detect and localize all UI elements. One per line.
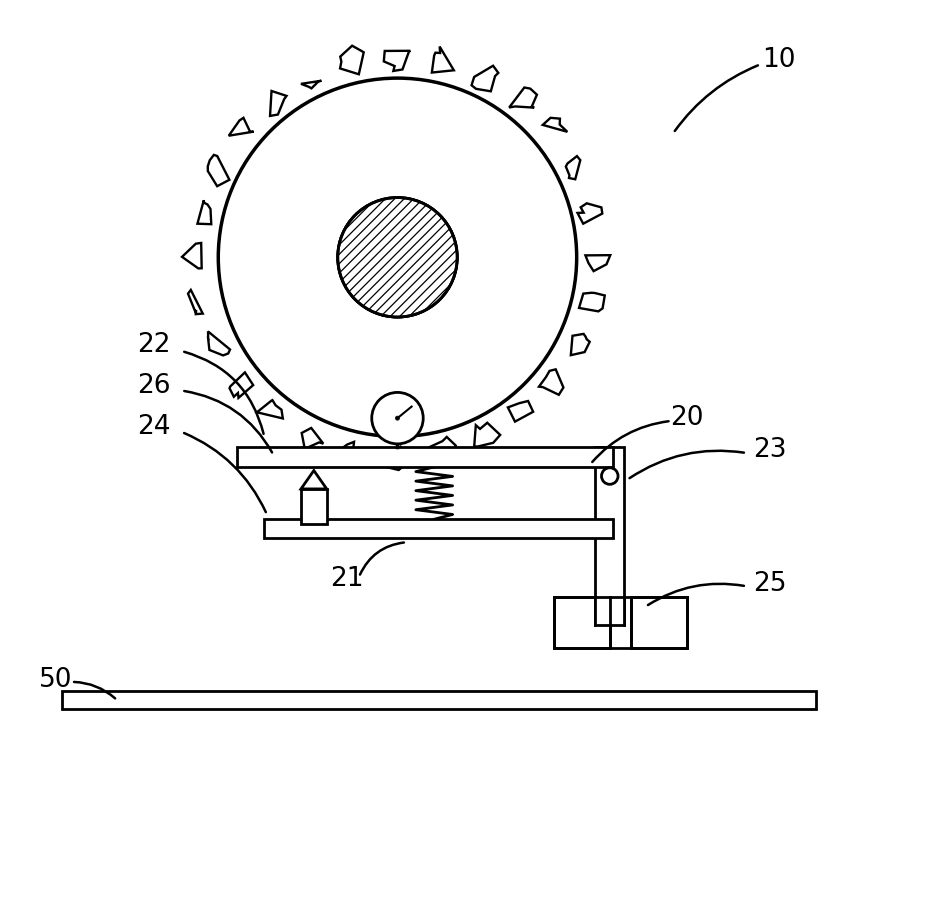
Polygon shape xyxy=(208,332,230,356)
Bar xyxy=(301,489,327,524)
Circle shape xyxy=(219,78,577,437)
Text: 22: 22 xyxy=(138,332,171,357)
Polygon shape xyxy=(198,200,211,224)
Polygon shape xyxy=(301,81,321,88)
Polygon shape xyxy=(430,437,456,459)
Polygon shape xyxy=(386,447,411,470)
Bar xyxy=(554,597,687,648)
Polygon shape xyxy=(474,423,500,447)
Polygon shape xyxy=(229,118,253,136)
Text: 21: 21 xyxy=(331,566,364,592)
Polygon shape xyxy=(188,289,203,314)
Polygon shape xyxy=(383,51,411,71)
Text: 20: 20 xyxy=(670,405,704,431)
Polygon shape xyxy=(270,91,286,116)
Polygon shape xyxy=(510,87,537,108)
Text: 24: 24 xyxy=(138,414,171,440)
Circle shape xyxy=(338,198,457,317)
Circle shape xyxy=(338,198,457,317)
Polygon shape xyxy=(301,428,323,450)
Polygon shape xyxy=(182,243,202,268)
Bar xyxy=(595,447,625,625)
Bar xyxy=(631,597,687,648)
Polygon shape xyxy=(472,66,498,91)
Circle shape xyxy=(396,416,399,420)
Circle shape xyxy=(602,468,618,484)
Text: 26: 26 xyxy=(138,373,171,399)
Polygon shape xyxy=(539,369,563,395)
Polygon shape xyxy=(336,442,354,461)
Polygon shape xyxy=(571,334,590,355)
Polygon shape xyxy=(257,400,283,418)
Text: 50: 50 xyxy=(39,667,73,693)
Text: 23: 23 xyxy=(753,437,787,463)
Polygon shape xyxy=(508,401,533,422)
Bar xyxy=(236,447,613,467)
Polygon shape xyxy=(230,372,253,398)
Polygon shape xyxy=(566,156,580,179)
Polygon shape xyxy=(431,47,454,73)
Polygon shape xyxy=(579,293,605,312)
Polygon shape xyxy=(301,471,327,489)
Polygon shape xyxy=(340,46,364,74)
Text: 10: 10 xyxy=(762,47,796,73)
Bar xyxy=(554,597,609,648)
Polygon shape xyxy=(543,118,567,131)
Bar xyxy=(62,691,816,709)
Circle shape xyxy=(372,392,423,444)
Polygon shape xyxy=(208,155,230,187)
Polygon shape xyxy=(585,255,610,271)
Text: 25: 25 xyxy=(753,571,787,596)
Polygon shape xyxy=(577,203,602,223)
Bar xyxy=(264,519,613,538)
